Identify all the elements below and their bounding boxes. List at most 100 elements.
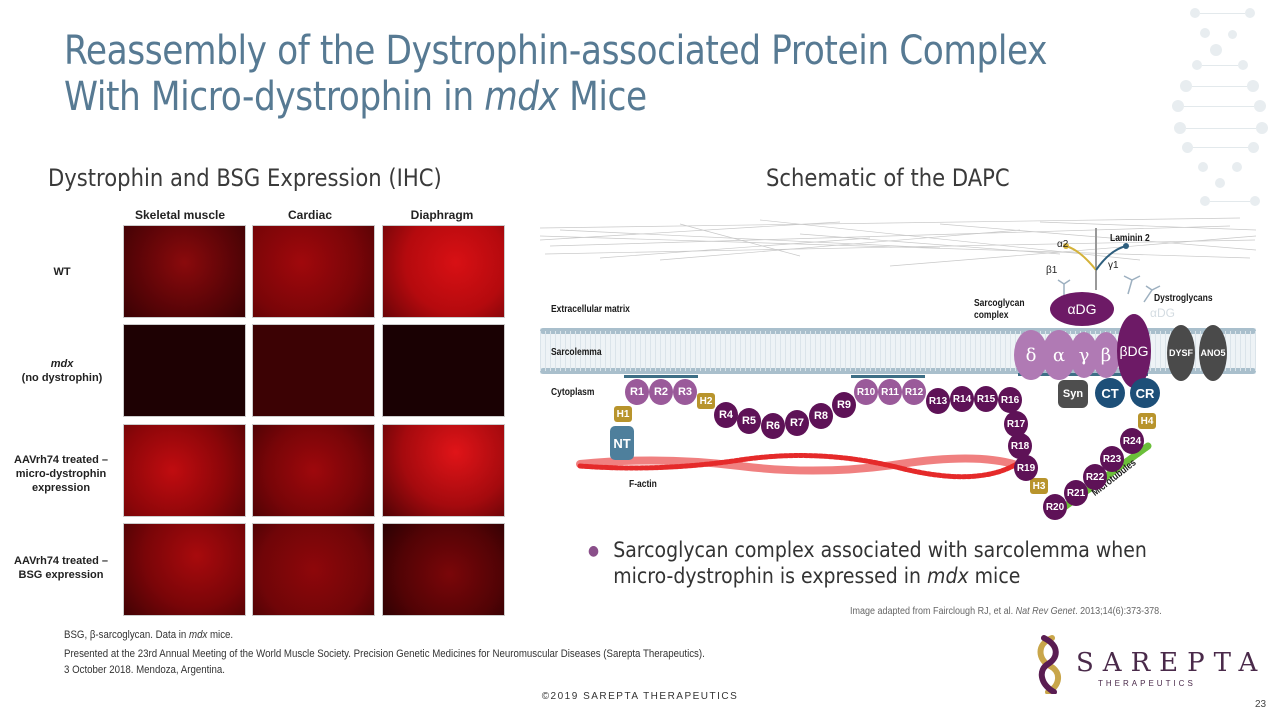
column-header-skeletal: Skeletal muscle — [134, 208, 226, 222]
footnote-presented-line-2: 3 October 2018. Mendoza, Argentina. — [64, 664, 225, 676]
repeat-r3: R3 — [673, 379, 697, 405]
bullet-line-2: micro-dystrophin is expressed in mdx mic… — [588, 564, 1147, 589]
ihc-heading: Dystrophin and BSG Expression (IHC) — [48, 164, 442, 192]
ihc-image-micro-diaphragm — [382, 424, 505, 517]
label-alpha2: α2 — [1057, 239, 1069, 250]
row-label-micro-dystrophin: AAVrh74 treated – micro-dystrophin expre… — [14, 454, 108, 494]
repeat-r23: R23 — [1100, 446, 1124, 472]
repeat-r1: R1 — [625, 379, 649, 405]
bullet-line-1-text: Sarcoglycan complex associated with sarc… — [613, 538, 1147, 562]
repeat-r16: R16 — [998, 387, 1022, 413]
hinge-h3: H3 — [1030, 478, 1048, 494]
ihc-image-wt-skeletal — [123, 225, 246, 318]
ihc-image-micro-skeletal — [123, 424, 246, 517]
label-complex: complex — [974, 310, 1009, 321]
repeat-r7: R7 — [785, 410, 809, 436]
dna-decoration — [1170, 0, 1280, 320]
bullet-line-2-suffix: mice — [968, 563, 1021, 588]
repeat-r2: R2 — [649, 379, 673, 405]
citation-suffix: . 2013;14(6):373-378. — [1075, 606, 1162, 617]
title-line-1: Reassembly of the Dystrophin-associated … — [64, 28, 1048, 74]
c-terminal-cr: CR — [1130, 378, 1160, 408]
logo-wordmark: SAREPTA — [1076, 648, 1267, 678]
column-header-diaphragm: Diaphragm — [410, 208, 474, 222]
bullet-line-2-italic: mdx — [927, 563, 969, 588]
beta-sarcoglycan: β — [1092, 332, 1120, 378]
dapc-schematic: Extracellular matrix Sarcolemma Cytoplas… — [540, 210, 1260, 540]
label-sarcolemma: Sarcolemma — [551, 347, 602, 358]
hinge-h4: H4 — [1138, 413, 1156, 429]
ihc-image-wt-diaphragm — [382, 225, 505, 318]
row-label-mdx: mdx (no dystrophin) — [2, 357, 122, 385]
dapc-heading: Schematic of the DAPC — [766, 164, 1010, 192]
footnote-abbr-suffix: mice. — [207, 629, 234, 641]
ihc-image-mdx-skeletal — [123, 324, 246, 417]
label-adg-ghost: αDG — [1150, 306, 1175, 320]
citation-text: Image adapted from Fairclough RJ, et al. — [850, 606, 1016, 617]
image-citation: Image adapted from Fairclough RJ, et al.… — [850, 606, 1162, 617]
citation-journal: Nat Rev Genet — [1015, 606, 1076, 617]
ihc-image-micro-cardiac — [252, 424, 375, 517]
cysteine-rich-ct: CT — [1095, 378, 1125, 408]
repeat-r5: R5 — [737, 408, 761, 434]
n-terminal: NT — [613, 435, 631, 451]
row-label-mdx-italic: mdx — [50, 358, 74, 370]
column-header-cardiac: Cardiac — [287, 208, 333, 222]
anoctamin-5: ANO5 — [1199, 325, 1227, 381]
syntrophin: Syn — [1058, 380, 1088, 408]
ihc-image-bsg-skeletal — [123, 523, 246, 616]
repeat-r6: R6 — [761, 413, 785, 439]
label-sarcoglycan-complex: Sarcoglycan complex — [974, 298, 1025, 322]
title-line-2-text: With Micro-dystrophin in — [64, 74, 485, 120]
repeat-r10: R10 — [854, 379, 878, 405]
slide-title: Reassembly of the Dystrophin-associated … — [64, 28, 1048, 120]
repeat-r24: R24 — [1120, 428, 1144, 454]
delta-sarcoglycan: δ — [1014, 330, 1048, 380]
hinge-h1: H1 — [614, 406, 632, 422]
label-f-actin: F-actin — [629, 479, 657, 490]
footnote-presented-line-1: Presented at the 23rd Annual Meeting of … — [64, 648, 705, 660]
bullet-line-1: ● Sarcoglycan complex associated with sar… — [588, 538, 1147, 564]
repeat-r11: R11 — [878, 379, 902, 405]
label-gamma1: γ1 — [1108, 260, 1119, 271]
hinge-h2: H2 — [697, 393, 715, 409]
label-sarcoglycan: Sarcoglycan — [974, 298, 1025, 309]
page-number: 23 — [1255, 699, 1267, 710]
footnote-abbr-text: BSG, β-sarcoglycan. Data in — [64, 629, 190, 641]
repeat-r17: R17 — [1004, 411, 1028, 437]
alpha-dystroglycan: αDG — [1050, 292, 1114, 326]
label-laminin-2: Laminin 2 — [1110, 233, 1150, 244]
ihc-image-mdx-cardiac — [252, 324, 375, 417]
ihc-image-bsg-cardiac — [252, 523, 375, 616]
label-cytoplasm: Cytoplasm — [551, 387, 595, 398]
sarepta-logo: SAREPTA THERAPEUTICS — [1030, 634, 1257, 694]
repeat-r18: R18 — [1008, 433, 1032, 459]
row-label-bsg: AAVrh74 treated – BSG expression — [14, 555, 108, 581]
sarepta-helix-icon — [1037, 635, 1061, 694]
repeat-r4: R4 — [714, 402, 738, 428]
title-line-2-italic: mdx — [484, 74, 559, 120]
footnote-abbreviation: BSG, β-sarcoglycan. Data in mdx mice. — [64, 629, 233, 641]
extracellular-fibers-icon — [540, 217, 1257, 520]
dysferlin: DYSF — [1167, 325, 1195, 381]
copyright: ©2019 SAREPTA THERAPEUTICS — [541, 691, 739, 702]
row-label-wt: WT — [53, 266, 71, 278]
repeat-r14: R14 — [950, 386, 974, 412]
repeat-r20: R20 — [1043, 494, 1067, 520]
bullet-dot-icon: ● — [588, 542, 599, 559]
beta-dystroglycan: βDG — [1117, 314, 1151, 388]
logo-subtitle: THERAPEUTICS — [1098, 679, 1196, 688]
repeat-r9: R9 — [832, 392, 856, 418]
repeat-r13: R13 — [926, 388, 950, 414]
ihc-image-mdx-diaphragm — [382, 324, 505, 417]
row-label-mdx-text: (no dystrophin) — [21, 372, 103, 384]
repeat-r19: R19 — [1014, 455, 1038, 481]
title-line-2: With Micro-dystrophin in mdx Mice — [64, 74, 1047, 120]
title-line-2-suffix: Mice — [558, 74, 647, 120]
repeat-r21: R21 — [1064, 480, 1088, 506]
bullet-line-2-text: micro-dystrophin is expressed in — [613, 563, 928, 588]
label-beta1: β1 — [1046, 265, 1058, 276]
repeat-r8: R8 — [809, 403, 833, 429]
ihc-image-wt-cardiac — [252, 225, 375, 318]
bullet-point: ● Sarcoglycan complex associated with sar… — [588, 538, 1147, 589]
